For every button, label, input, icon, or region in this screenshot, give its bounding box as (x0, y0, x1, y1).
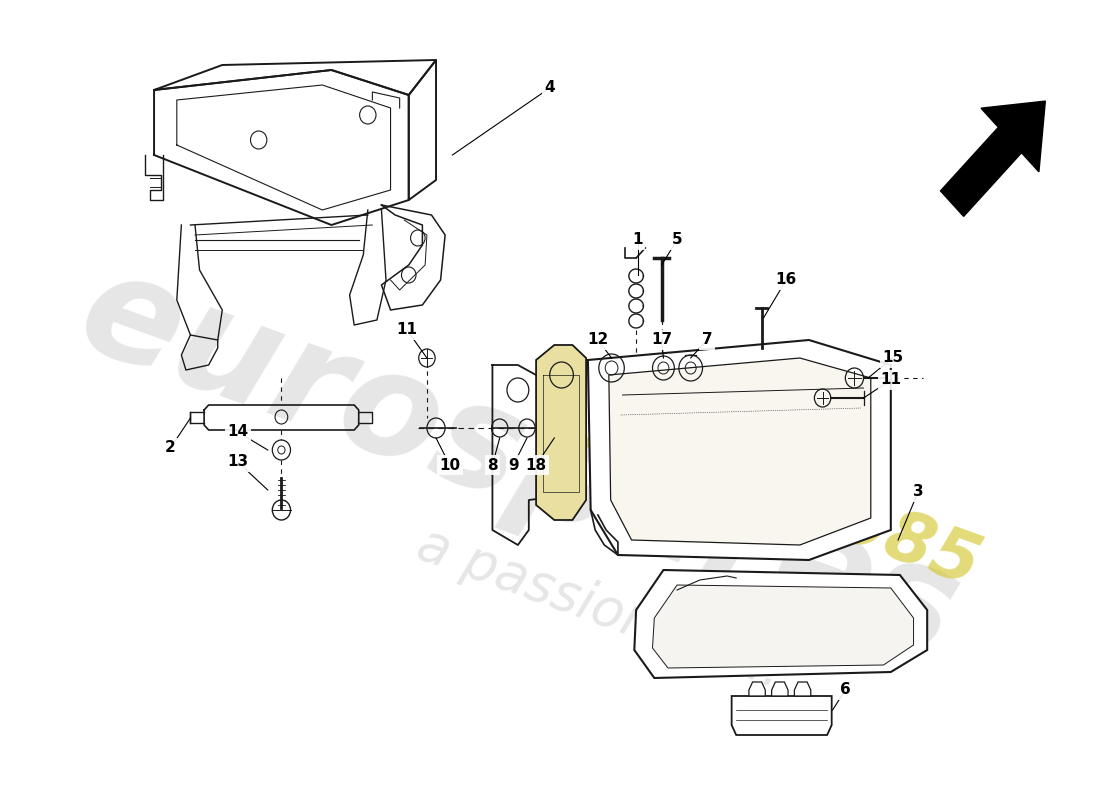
Text: since 1985: since 1985 (571, 393, 989, 599)
Polygon shape (536, 345, 586, 520)
Text: 2: 2 (165, 441, 176, 455)
Polygon shape (635, 570, 927, 678)
Text: 8: 8 (487, 458, 497, 473)
Polygon shape (940, 101, 1045, 216)
Text: 7: 7 (702, 333, 713, 347)
Text: 18: 18 (526, 458, 547, 473)
Text: 12: 12 (587, 333, 608, 347)
Polygon shape (732, 696, 832, 735)
Text: 16: 16 (776, 273, 796, 287)
Text: 5: 5 (672, 233, 682, 247)
Text: eurospares: eurospares (63, 240, 977, 688)
Polygon shape (749, 682, 766, 696)
Text: 3: 3 (913, 485, 923, 499)
Text: 10: 10 (439, 458, 460, 473)
Text: 13: 13 (228, 454, 249, 470)
Polygon shape (772, 682, 788, 696)
Polygon shape (794, 682, 811, 696)
Text: 9: 9 (508, 458, 519, 473)
Text: 1: 1 (632, 233, 644, 247)
Circle shape (278, 446, 285, 454)
Text: 11: 11 (396, 322, 417, 338)
Text: 11: 11 (880, 373, 901, 387)
Text: 15: 15 (882, 350, 903, 366)
Text: 6: 6 (840, 682, 850, 698)
Polygon shape (587, 340, 891, 560)
Text: 17: 17 (651, 333, 672, 347)
Text: a passion for...: a passion for... (410, 518, 790, 698)
Polygon shape (608, 358, 871, 545)
Text: 14: 14 (228, 425, 249, 439)
Text: 4: 4 (544, 81, 556, 95)
Polygon shape (652, 585, 913, 668)
